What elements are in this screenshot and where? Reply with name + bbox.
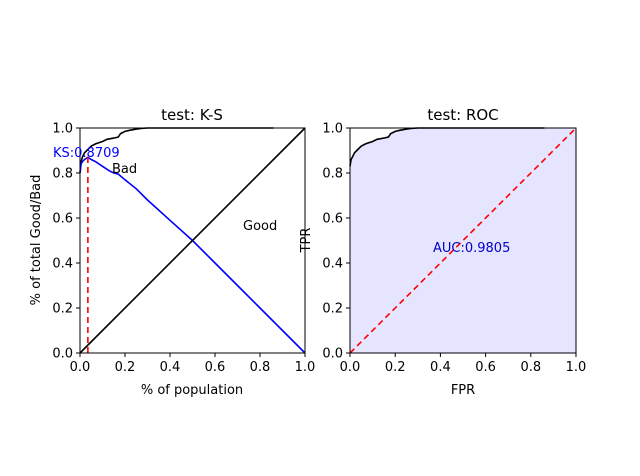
bad-curve-label: Bad xyxy=(112,162,137,177)
roc-axes-frame xyxy=(349,127,577,354)
roc-x-axis-label: FPR xyxy=(451,383,475,398)
roc-y-axis-label: TPR xyxy=(299,228,314,254)
roc-x-tick-label: 0.0 xyxy=(340,360,361,375)
ks-y-tick-label: 0.0 xyxy=(52,347,73,362)
ks-chart-title: test: K-S xyxy=(161,106,223,124)
roc-chart-title: test: ROC xyxy=(427,106,498,124)
ks-y-tick-label: 0.8 xyxy=(52,167,73,182)
ks-x-tick-label: 1.0 xyxy=(295,360,316,375)
ks-x-tick-label: 0.4 xyxy=(160,360,181,375)
roc-y-tick-label: 0.8 xyxy=(322,167,343,182)
good-curve-label: Good xyxy=(243,219,277,234)
roc-y-tick-label: 0.0 xyxy=(322,347,343,362)
ks-y-tick-label: 1.0 xyxy=(52,122,73,137)
ks-y-tick-label: 0.6 xyxy=(52,212,73,227)
ks-x-axis-label: % of population xyxy=(141,383,243,398)
ks-plot-area: 0.0 0.2 0.4 0.6 0.8 1.0 0.0 0.2 0.4 0.6 0.8 1.0 xyxy=(52,122,315,376)
roc-y-tick-label: 0.4 xyxy=(322,257,343,272)
roc-x-tick-label: 0.8 xyxy=(520,360,541,375)
ks-x-tick-label: 0.2 xyxy=(115,360,136,375)
ks-chart: test: K-S 0.0 0.2 0.4 0.6 0.8 1.0 0.0 0.2 0.4 0.6… xyxy=(29,106,315,398)
auc-value-annotation: AUC:0.9805 xyxy=(433,241,510,256)
roc-x-tick-label: 0.2 xyxy=(385,360,406,375)
roc-y-tick-label: 0.2 xyxy=(322,302,343,317)
ks-value-annotation: KS:0.8709 xyxy=(53,146,120,161)
ks-diag-line xyxy=(79,127,306,354)
roc-plot-area: 0.0 0.2 0.4 0.6 0.8 1.0 0.0 0.2 0.4 0.6 0.8 1.0 xyxy=(322,122,586,376)
roc-area-fill xyxy=(350,128,576,353)
roc-diag-line xyxy=(349,127,577,354)
ks-x-tick-label: 0.0 xyxy=(70,360,91,375)
roc-x-tick-label: 0.4 xyxy=(430,360,451,375)
ks-y-axis-label: % of total Good/Bad xyxy=(29,175,44,306)
roc-x-tick-label: 1.0 xyxy=(566,360,587,375)
roc-chart: test: ROC 0.0 0.2 0.4 0.6 0.8 1.0 0.0 0.2 0.4 0.6… xyxy=(299,106,586,398)
ks-axes-frame xyxy=(79,127,306,354)
ks-y-tick-label: 0.4 xyxy=(52,257,73,272)
ks-x-tick-label: 0.6 xyxy=(205,360,226,375)
roc-y-tick-label: 1.0 xyxy=(322,122,343,137)
ks-ks-line xyxy=(79,156,306,354)
roc-y-tick-label: 0.6 xyxy=(322,212,343,227)
ks-y-tick-label: 0.2 xyxy=(52,302,73,317)
roc-x-tick-label: 0.6 xyxy=(475,360,496,375)
ks-x-tick-label: 0.8 xyxy=(250,360,271,375)
